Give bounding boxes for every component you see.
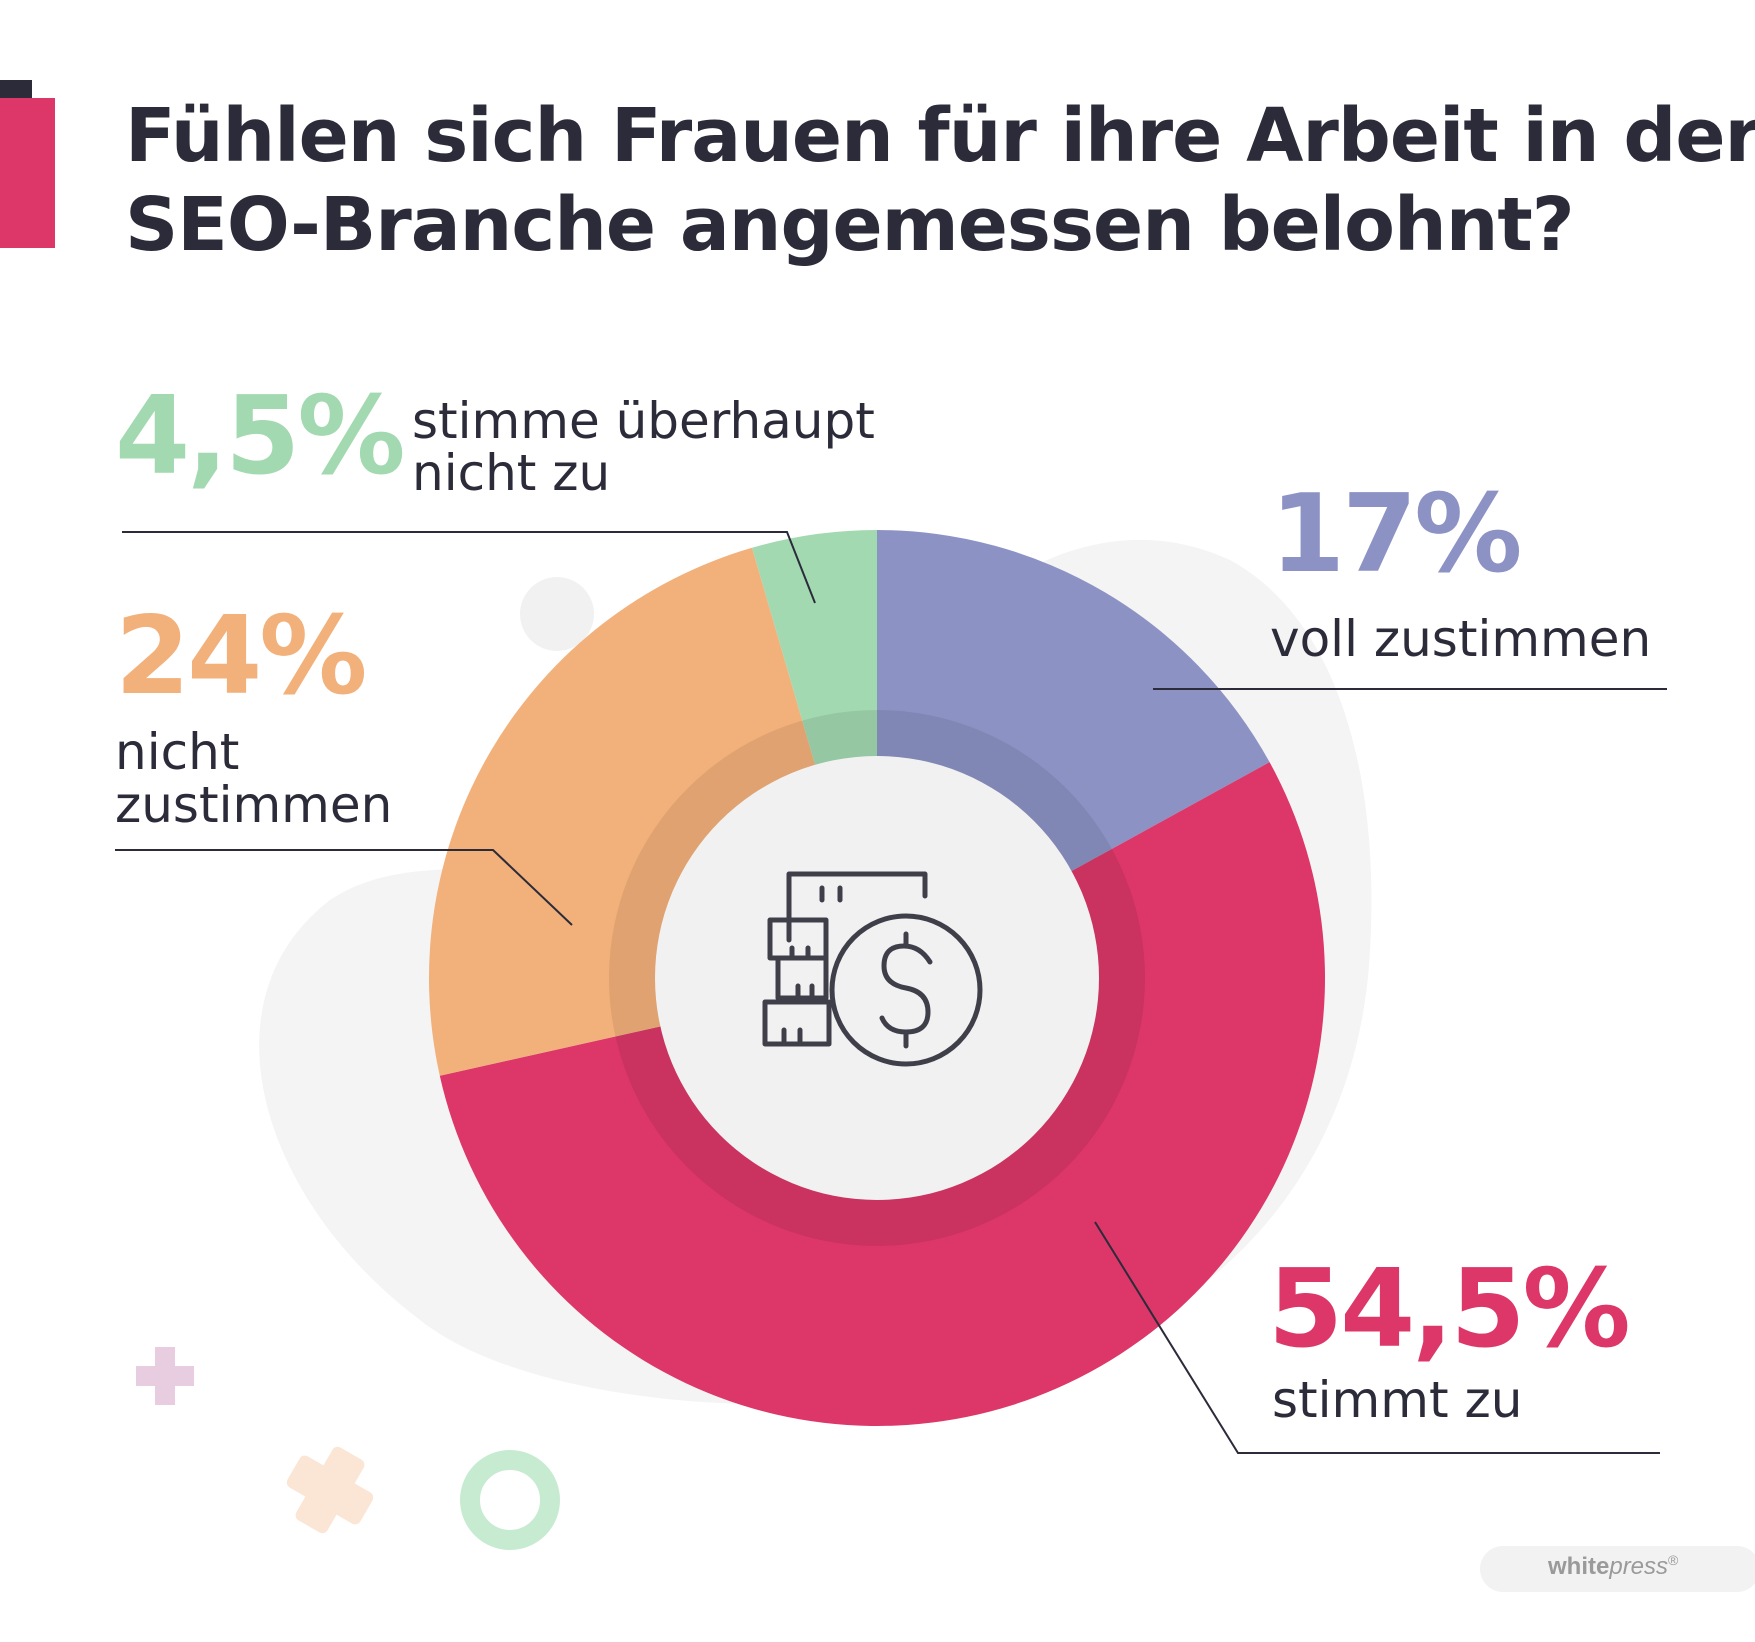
ring-icon [460, 1450, 560, 1550]
data-label-value-nicht-zustimmen: 24% [115, 594, 368, 719]
logo-mark: ® [1668, 1552, 1679, 1568]
leader-lines [115, 531, 1667, 1454]
page-title: Fühlen sich Frauen für ihre Arbeit in de… [125, 92, 1755, 270]
leader-line-stimmt-zu [1094, 1221, 1660, 1454]
plus-icon [136, 1347, 194, 1405]
background-dot [520, 577, 594, 651]
leader-line-stimme-ueberhaupt-nicht-zu [122, 531, 816, 604]
logo: whitepress® [1548, 1552, 1678, 1581]
logo-badge [1480, 1546, 1755, 1592]
money-coins-icon [762, 871, 983, 1067]
cross-icon [286, 1446, 374, 1534]
accent-bar-pink [0, 98, 55, 248]
accent-bar-dark [0, 80, 32, 102]
data-label-text-stimme-ueberhaupt-nicht-zu: stimme überhaupt [412, 392, 875, 450]
data-label-text-nicht-zustimmen-line2: zustimmen [115, 776, 393, 834]
title-line-1: Fühlen sich Frauen für ihre Arbeit in de… [125, 93, 1755, 179]
data-label-value-stimmt-zu: 54,5% [1268, 1247, 1631, 1372]
logo-bold: white [1548, 1553, 1610, 1580]
data-label-text-stimmt-zu: stimmt zu [1272, 1371, 1523, 1429]
title-line-2: SEO-Branche angemessen belohnt? [125, 182, 1575, 268]
data-label-value-stimme-ueberhaupt-nicht-zu: 4,5% [115, 374, 406, 499]
leader-line-nicht-zustimmen [115, 849, 573, 926]
data-label-text-voll-zustimmen: voll zustimmen [1270, 610, 1652, 668]
data-label-text-nicht-zustimmen: nicht [115, 723, 240, 781]
data-label-value-voll-zustimmen: 17% [1270, 472, 1523, 597]
logo-italic: press [1609, 1553, 1669, 1580]
donut-center [655, 756, 1099, 1200]
data-label-text-stimme-ueberhaupt-nicht-zu-line2: nicht zu [412, 444, 611, 502]
